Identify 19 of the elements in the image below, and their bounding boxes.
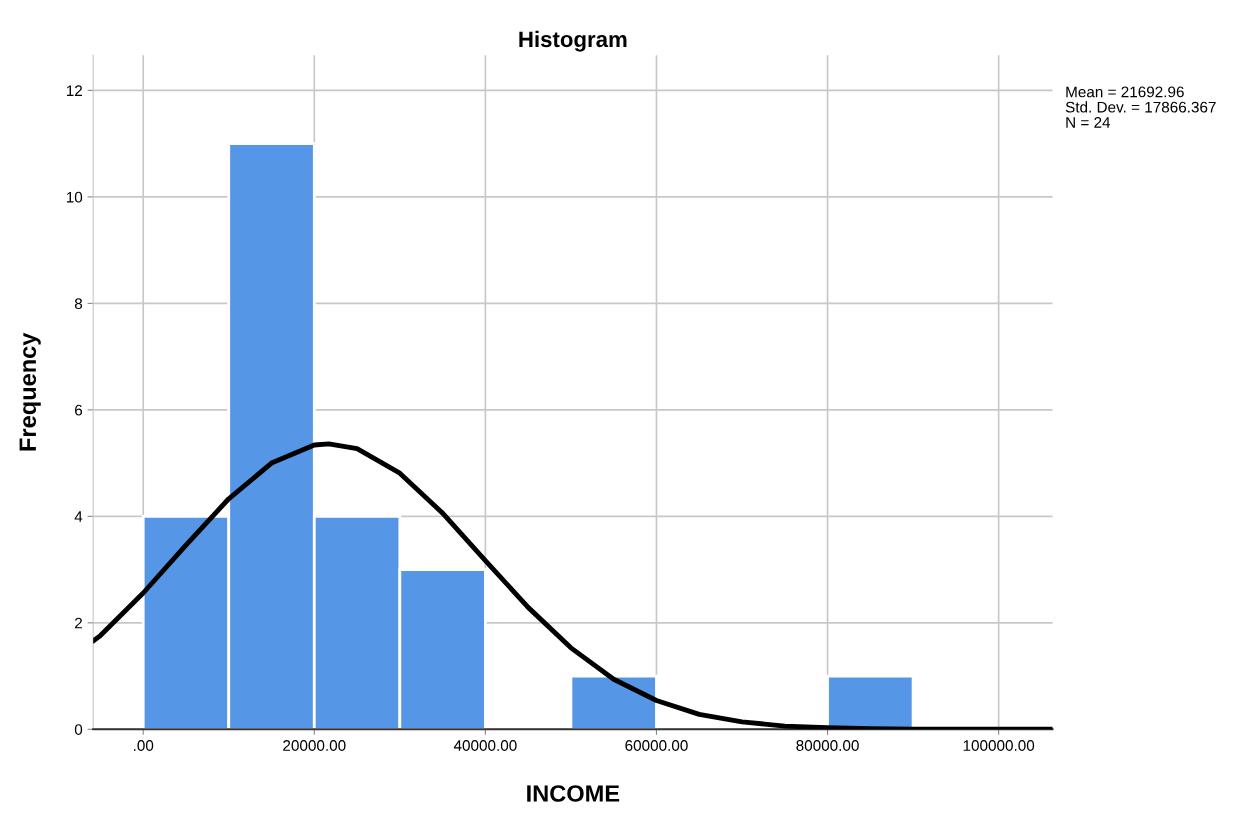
- y-tick-label: 12: [66, 85, 82, 96]
- y-tick-label: 4: [74, 511, 83, 522]
- text: Std. Dev. = 17866.367: [1065, 101, 1216, 113]
- y-tick-label: 6: [75, 404, 83, 416]
- x-tick-label: 60000.00: [625, 740, 688, 751]
- text: Mean = 21692.96: [1066, 86, 1184, 98]
- x-tick-label: 20000.00: [283, 740, 346, 751]
- y-axis-title: Frequency: [19, 332, 41, 451]
- chart-title: Histogram: [519, 30, 627, 52]
- x-axis-title: INCOME: [527, 785, 620, 802]
- x-tick-label: .00: [133, 740, 154, 751]
- y-tick-label: 8: [74, 298, 83, 310]
- x-tick-label: 40000.00: [453, 740, 517, 751]
- x-tick-label: 80000.00: [796, 740, 859, 751]
- y-tick-label: 10: [66, 191, 83, 203]
- text: N = 24: [1066, 117, 1111, 128]
- y-tick-label: 2: [75, 617, 82, 629]
- x-tick-label: 100000.00: [963, 740, 1035, 751]
- y-tick-label: 0: [74, 724, 83, 735]
